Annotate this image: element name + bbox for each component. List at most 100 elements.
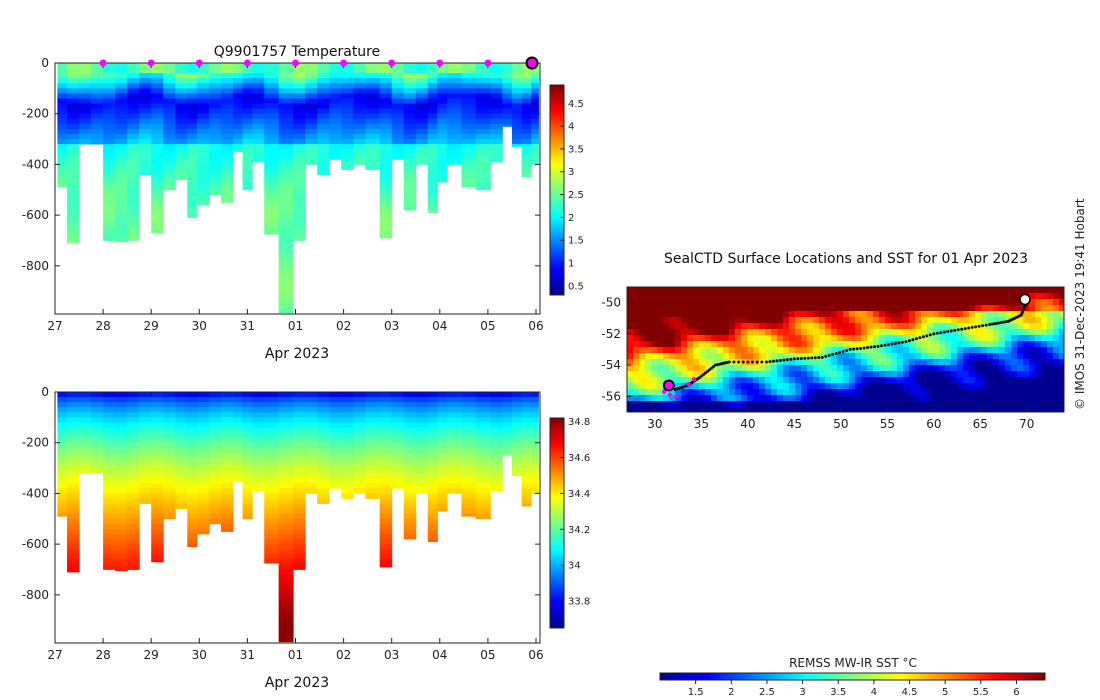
- salinity-cell: [531, 457, 539, 464]
- sst-cell: [861, 329, 868, 336]
- salinity-cell: [163, 437, 176, 444]
- sst-cell: [1059, 371, 1064, 378]
- sst-cell: [891, 335, 898, 342]
- salinity-cell: [329, 397, 342, 403]
- temperature-cell: [67, 73, 80, 79]
- temperature-cell: [490, 133, 503, 140]
- sst-cell: [789, 299, 796, 306]
- salinity-cell: [447, 392, 462, 398]
- sst-cell: [825, 323, 832, 330]
- temperature-cell: [427, 199, 438, 206]
- sst-cell: [741, 335, 748, 342]
- sst-cell: [813, 347, 820, 354]
- temperature-cell: [475, 118, 491, 125]
- salinity-cell: [175, 498, 188, 504]
- sst-cell: [1005, 359, 1012, 366]
- temperature-cell: [252, 98, 265, 104]
- sst-cell: [957, 365, 964, 372]
- salinity-cell: [365, 442, 381, 449]
- temperature-cell: [187, 189, 198, 196]
- temperature-cell: [57, 88, 68, 94]
- temperature-cell: [447, 144, 462, 150]
- temperature-cell: [293, 235, 306, 241]
- sst-cell: [651, 389, 658, 396]
- sst-cell: [1041, 311, 1048, 318]
- sst-cell: [1029, 359, 1036, 366]
- temperature-cell: [208, 68, 222, 74]
- temperature-cell: [127, 73, 140, 79]
- salinity-cell: [379, 518, 393, 525]
- sst-cell: [645, 377, 652, 384]
- salinity-cell: [264, 513, 280, 520]
- sst-cell: [831, 359, 838, 366]
- temperature-cell: [103, 113, 116, 120]
- sst-cell: [993, 317, 1000, 324]
- salinity-cell: [115, 549, 128, 555]
- salinity-cell: [196, 392, 210, 398]
- sst-cell: [873, 287, 880, 294]
- sst-cell: [993, 401, 1000, 408]
- sst-cell: [987, 401, 994, 408]
- sst-cell: [705, 371, 712, 378]
- salinity-cell: [232, 422, 244, 428]
- temperature-cell: [220, 189, 234, 196]
- temperature-cell: [293, 63, 306, 69]
- sst-cell: [921, 323, 928, 330]
- sst-cell: [777, 299, 784, 306]
- salinity-cell: [127, 513, 140, 520]
- salinity-cell: [403, 452, 417, 459]
- salinity-cell: [242, 462, 253, 469]
- sst-cell: [1017, 341, 1024, 348]
- salinity-cell: [57, 493, 68, 499]
- temperature-cell: [521, 88, 532, 94]
- sst-cell: [765, 377, 772, 384]
- temperature-cell: [175, 93, 188, 99]
- salinity-colorbar: [549, 417, 565, 629]
- sst-cell: [891, 377, 898, 384]
- sst-cell: [831, 317, 838, 324]
- track-point: [855, 347, 859, 351]
- salinity-cell: [232, 468, 244, 474]
- temperature-cell: [365, 73, 381, 79]
- salinity-cell: [175, 437, 188, 444]
- salinity-cell: [278, 407, 294, 413]
- sst-cell: [969, 317, 976, 324]
- sst-cell: [675, 323, 682, 330]
- sst-cell: [873, 335, 880, 342]
- salinity-cell: [208, 498, 222, 504]
- salinity-cell: [278, 599, 294, 606]
- salinity-cell: [461, 513, 477, 517]
- sst-cell: [1023, 377, 1030, 384]
- sst-cell: [831, 347, 838, 354]
- sst-cell: [849, 305, 856, 312]
- salinity-cell: [293, 544, 306, 550]
- sst-cell: [909, 371, 916, 378]
- sst-cell: [723, 347, 730, 354]
- sst-cell: [687, 287, 694, 294]
- salinity-cell: [521, 397, 532, 403]
- sst-cell: [675, 395, 682, 402]
- salinity-cell: [437, 407, 448, 413]
- sst-cell: [819, 341, 826, 348]
- salinity-cell: [67, 432, 80, 439]
- sst-cell: [669, 287, 676, 294]
- salinity-cell: [79, 442, 92, 449]
- salinity-cell: [139, 402, 152, 408]
- salinity-cell: [175, 417, 188, 423]
- sst-cell: [951, 383, 958, 390]
- sst-cell: [747, 353, 754, 360]
- sst-cell: [849, 299, 856, 306]
- temperature-cell: [208, 83, 222, 89]
- sst-cell: [891, 359, 898, 366]
- sst-cell: [747, 299, 754, 306]
- temperature-cell: [403, 73, 417, 79]
- temperature-cell: [317, 88, 330, 94]
- salinity-cell: [403, 533, 417, 540]
- sst-cell: [807, 329, 814, 336]
- sst-cell: [1011, 407, 1018, 412]
- temperature-cell: [187, 179, 198, 186]
- sst-cell: [723, 341, 730, 348]
- temperature-cell: [208, 149, 222, 155]
- sst-cell: [903, 293, 910, 300]
- salinity-cell: [278, 594, 294, 601]
